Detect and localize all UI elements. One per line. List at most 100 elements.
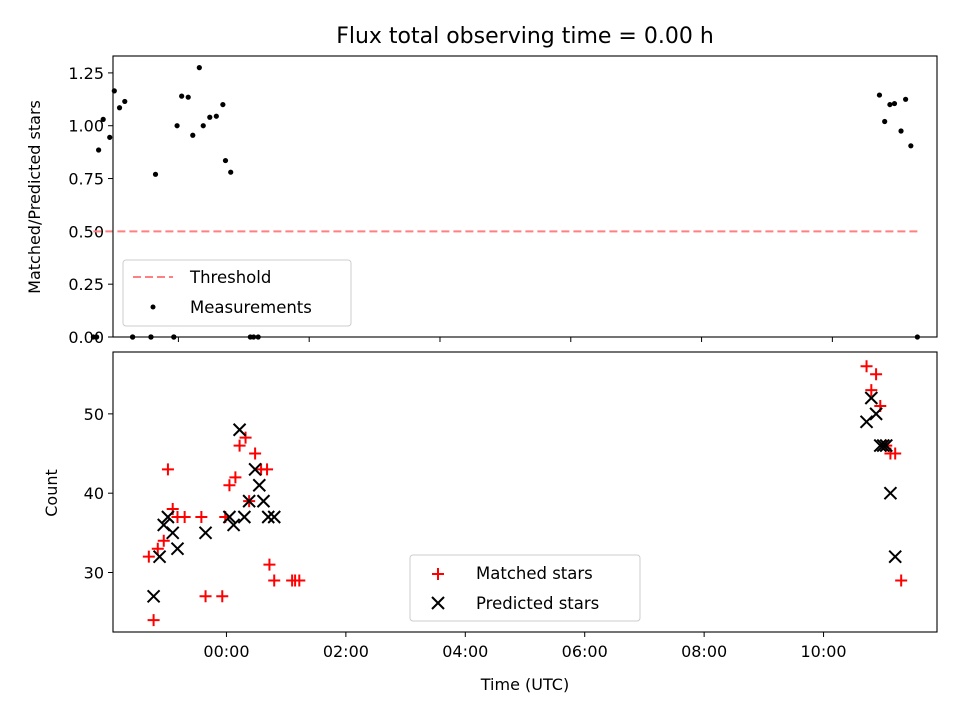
matched-star-point — [151, 542, 164, 555]
predicted-star-point — [152, 549, 167, 564]
predicted-star-point — [888, 549, 902, 564]
matched-star-point — [233, 439, 246, 452]
bottom-marks — [142, 360, 908, 627]
predicted-star-point — [232, 423, 247, 437]
measurement-point — [903, 96, 909, 102]
legend-measurements-marker — [150, 304, 156, 310]
measurement-point — [891, 100, 898, 107]
matched-star-point — [161, 463, 174, 476]
measurement-point — [887, 101, 893, 108]
top-y-tick-label: 0.75 — [68, 170, 104, 189]
matched-star-point — [142, 550, 155, 563]
predicted-star-point — [883, 486, 898, 500]
bottom-y-tick-label: 30 — [84, 564, 104, 583]
predicted-star-point — [237, 510, 252, 524]
measurement-point — [220, 101, 226, 108]
top-y-tick-label: 0.00 — [68, 328, 104, 347]
legend-measurements-label: Measurements — [190, 298, 312, 317]
bottom-y-axis-label: Count — [42, 469, 61, 517]
x-tick-label: 06:00 — [562, 642, 608, 661]
matched-star-point — [223, 479, 236, 492]
legend-threshold-label: Threshold — [189, 268, 271, 287]
legend-predicted-label: Predicted stars — [476, 594, 599, 613]
predicted-star-point — [869, 407, 883, 421]
measurement-point — [876, 92, 883, 98]
predicted-star-point — [879, 438, 893, 453]
measurement-point — [94, 334, 100, 340]
measurement-point — [222, 157, 229, 164]
top-axes-frame — [112, 55, 938, 338]
matched-star-point — [195, 510, 208, 523]
matched-star-point — [865, 384, 878, 397]
predicted-star-point — [170, 542, 185, 556]
predicted-star-point — [242, 494, 256, 508]
matched-star-point — [895, 574, 908, 587]
top-y-tick-label: 1.00 — [68, 117, 104, 136]
measurement-point — [228, 169, 234, 175]
bottom-panel: Count Time (UTC) 30 40 50 00:00 02:00 04:00 06… — [42, 351, 938, 694]
x-tick-label: 04:00 — [442, 642, 488, 661]
top-ticks: 0.00 0.25 0.50 0.75 1.00 1.25 — [68, 64, 833, 347]
matched-star-point — [263, 558, 276, 571]
measurement-point — [185, 94, 191, 100]
bottom-legend-box — [409, 554, 641, 622]
x-axis-label: Time (UTC) — [480, 675, 569, 694]
x-tick-label: 00:00 — [203, 642, 249, 661]
measurement-point — [898, 128, 904, 134]
x-tick-label: 08:00 — [681, 642, 727, 661]
matched-star-point — [249, 447, 262, 460]
measurement-point — [207, 114, 213, 120]
top-legend-box — [122, 259, 352, 327]
matched-star-point — [178, 510, 191, 523]
matched-star-point — [889, 447, 902, 460]
x-tick-label: 10:00 — [800, 642, 846, 661]
matched-star-point — [216, 590, 229, 603]
bottom-legend: Matched stars Predicted stars — [409, 554, 641, 622]
measurement-point — [107, 134, 113, 140]
predicted-star-point — [876, 438, 890, 453]
predicted-star-point — [859, 415, 874, 429]
top-marks — [90, 65, 920, 340]
bottom-y-tick-label: 40 — [84, 484, 104, 503]
matched-star-point — [293, 574, 306, 587]
measurement-point — [190, 132, 196, 138]
legend-matched-label: Matched stars — [476, 564, 593, 583]
predicted-star-point — [256, 494, 271, 508]
measurement-point — [882, 118, 888, 125]
legend-matched-marker — [432, 568, 444, 580]
predicted-star-point — [166, 526, 180, 540]
predicted-star-point — [864, 391, 879, 405]
measurement-point — [116, 105, 123, 111]
top-y-tick-label: 0.25 — [68, 275, 104, 294]
predicted-star-point — [226, 518, 241, 532]
matched-star-point — [229, 471, 242, 484]
top-y-tick-label: 1.25 — [68, 64, 104, 83]
measurement-point — [152, 171, 159, 177]
legend-predicted-marker — [431, 596, 445, 610]
predicted-star-point — [261, 510, 275, 524]
measurement-point — [179, 93, 185, 99]
matched-star-point — [860, 360, 873, 373]
matched-star-point — [147, 614, 160, 627]
predicted-star-point — [146, 589, 161, 604]
top-panel: Matched/Predicted stars 0.00 0.25 0.50 0.75… — [25, 55, 938, 347]
measurement-point — [122, 98, 128, 105]
chart-title: Flux total observing time = 0.00 h — [336, 24, 714, 49]
predicted-star-point — [252, 478, 266, 492]
predicted-star-point — [222, 510, 237, 524]
bottom-axes-frame — [112, 351, 938, 633]
measurement-point — [174, 123, 180, 129]
matched-star-point — [199, 590, 212, 603]
measurement-point — [100, 116, 106, 122]
predicted-star-point — [198, 526, 213, 540]
predicted-star-point — [267, 510, 281, 524]
matched-star-point — [157, 534, 170, 547]
measurement-point — [96, 147, 102, 153]
top-legend: Threshold Measurements — [122, 259, 352, 327]
matched-star-point — [268, 574, 281, 587]
bottom-y-tick-label: 50 — [84, 405, 104, 424]
predicted-star-point — [873, 438, 887, 453]
predicted-star-point — [248, 462, 262, 477]
matched-star-point — [870, 368, 883, 381]
